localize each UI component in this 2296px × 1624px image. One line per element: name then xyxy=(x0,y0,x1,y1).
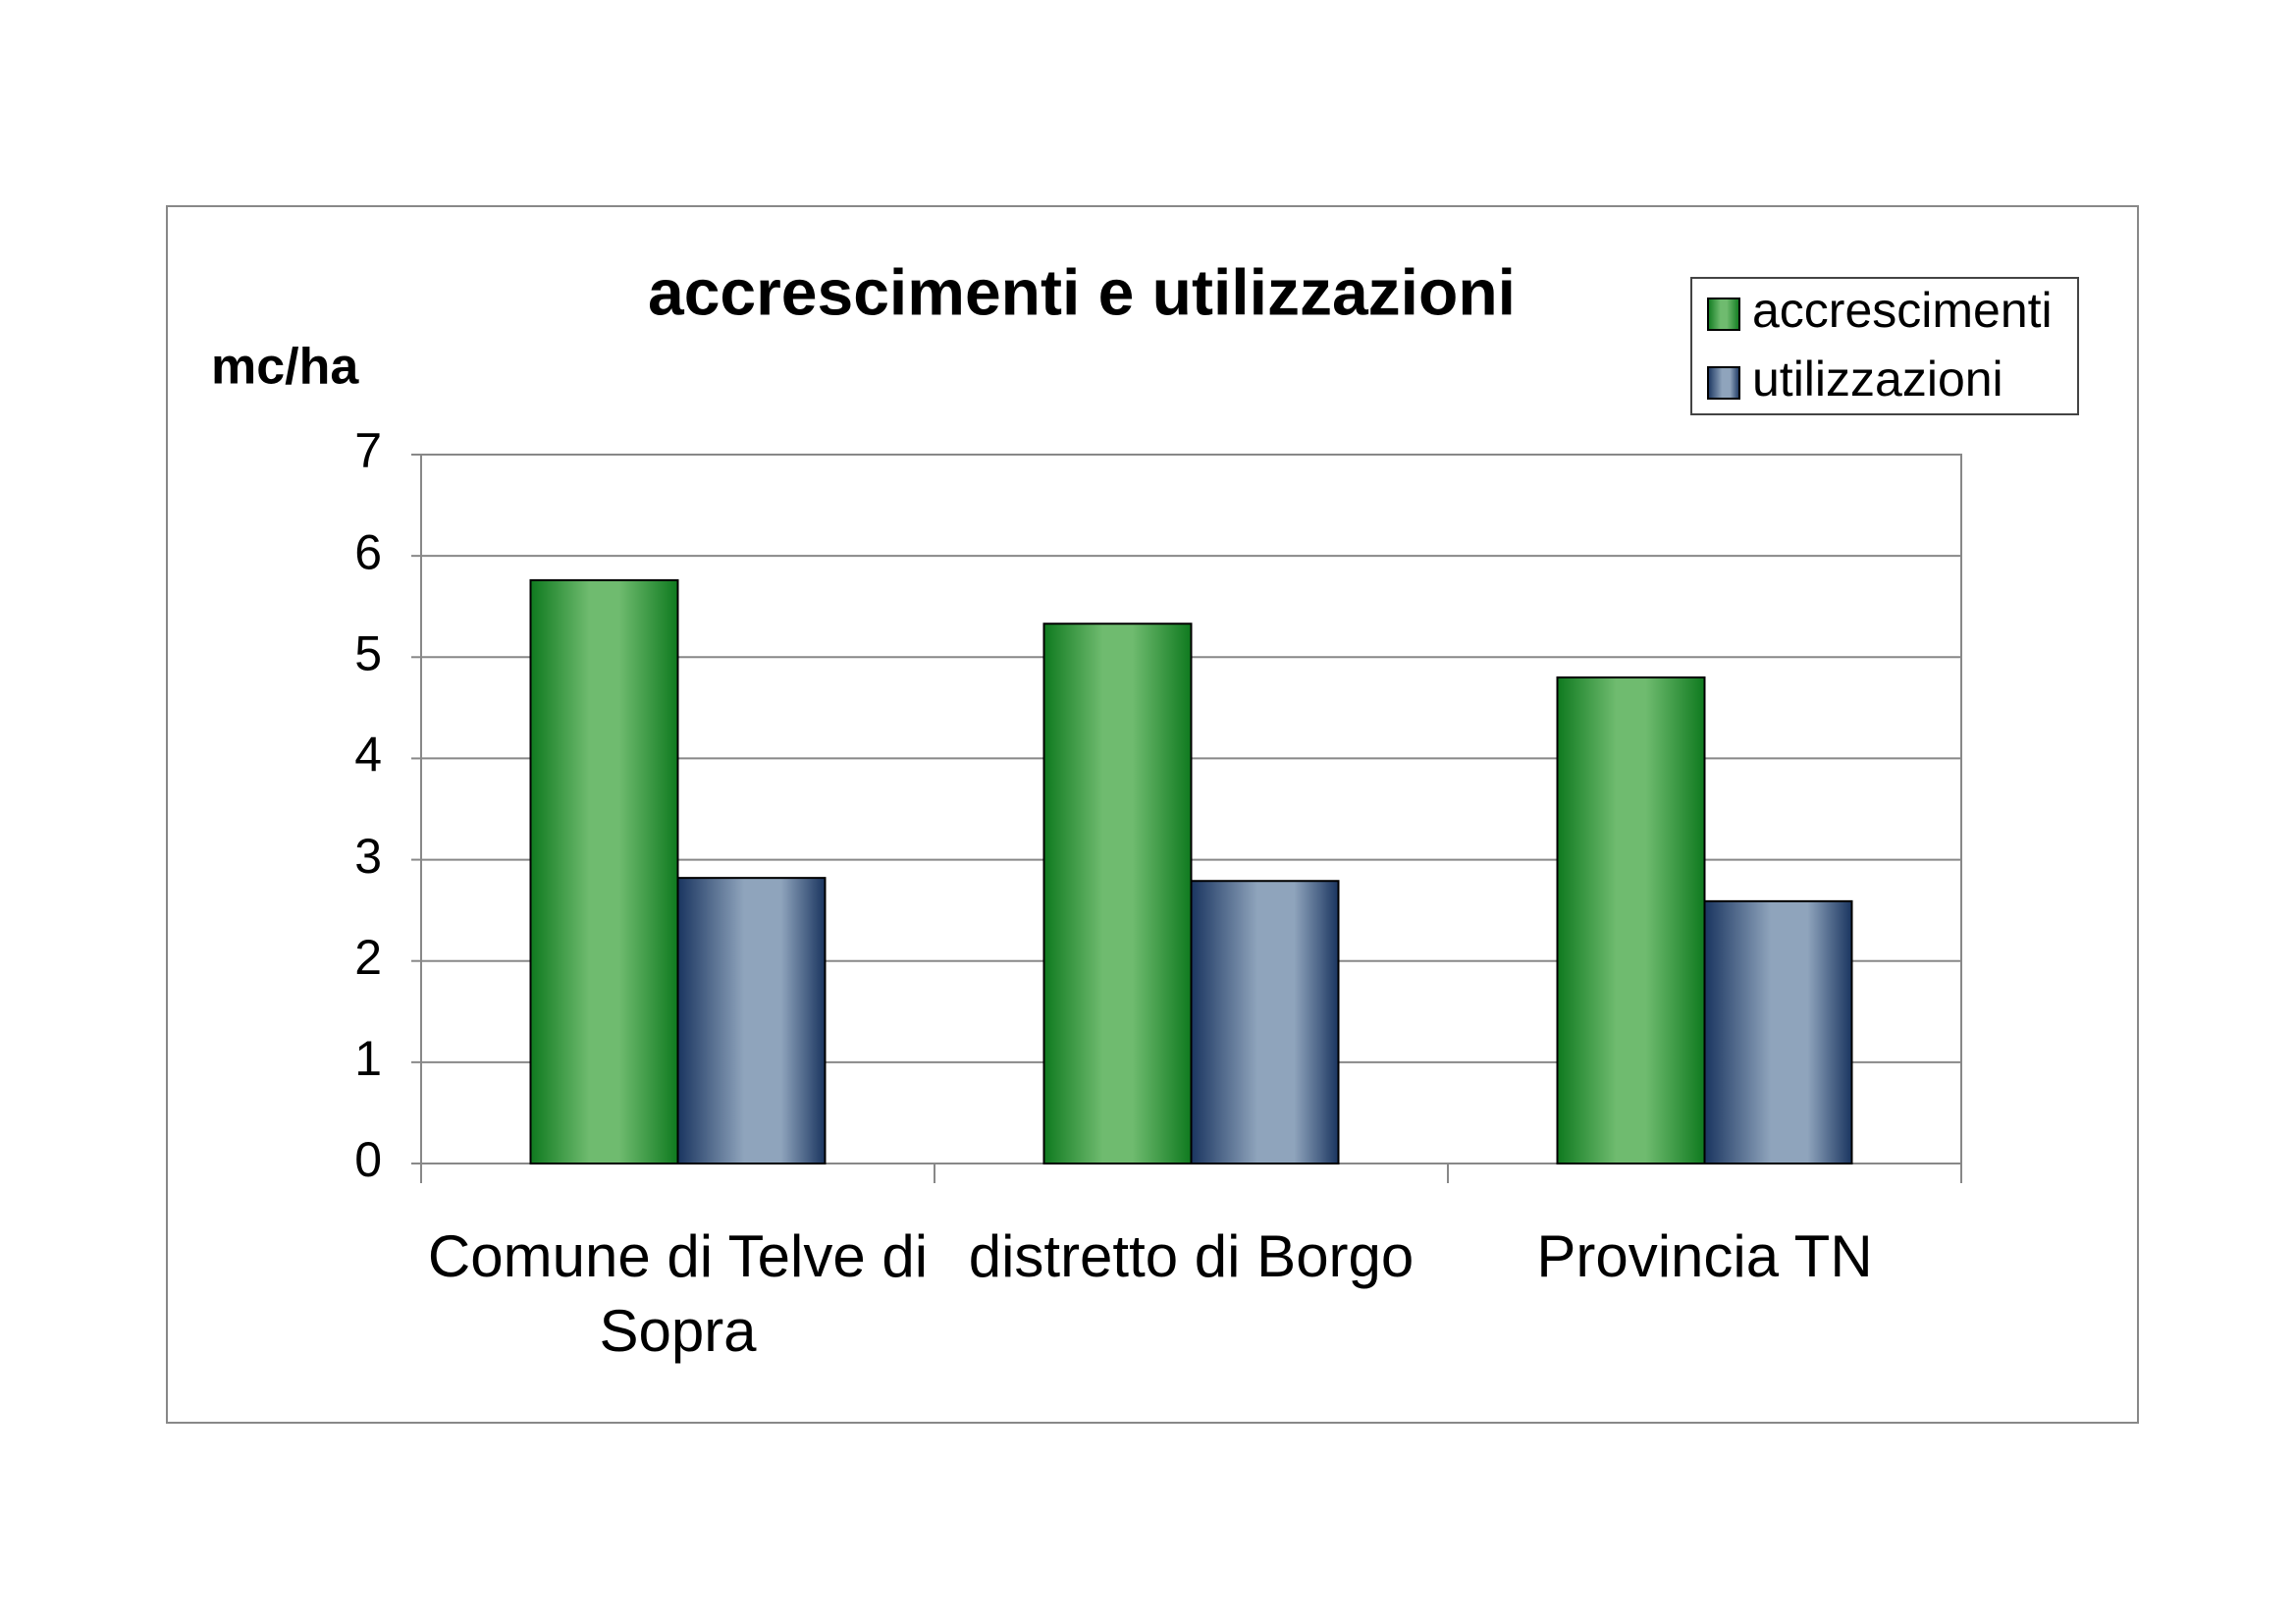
legend-label: accrescimenti xyxy=(1752,283,2053,338)
bar xyxy=(1556,676,1706,1165)
y-tick-label: 5 xyxy=(354,625,382,680)
y-tick-label: 4 xyxy=(354,728,382,783)
y-axis-label: mc/ha xyxy=(211,339,359,396)
legend-swatch xyxy=(1707,298,1740,331)
y-tick-label: 6 xyxy=(354,524,382,579)
bar xyxy=(1703,899,1853,1164)
x-tick-label: distretto di Borgo xyxy=(968,1223,1415,1289)
y-tick-label: 7 xyxy=(354,423,382,478)
chart-title: accrescimenti e utilizzazioni xyxy=(648,255,1516,328)
bar xyxy=(529,578,679,1164)
legend-box xyxy=(1690,277,2079,415)
bar xyxy=(676,877,827,1164)
x-tick-label: Provincia TN xyxy=(1536,1223,1873,1289)
bar xyxy=(1190,880,1340,1165)
y-tick-label: 1 xyxy=(354,1031,382,1086)
legend-label: utilizzazioni xyxy=(1752,352,2003,406)
x-tick-label: Comune di Telve di Sopra xyxy=(427,1223,929,1364)
bar xyxy=(1042,623,1193,1164)
y-tick-label: 0 xyxy=(354,1132,382,1187)
y-tick-label: 3 xyxy=(354,829,382,884)
legend-swatch xyxy=(1707,366,1740,400)
y-tick-label: 2 xyxy=(354,930,382,985)
